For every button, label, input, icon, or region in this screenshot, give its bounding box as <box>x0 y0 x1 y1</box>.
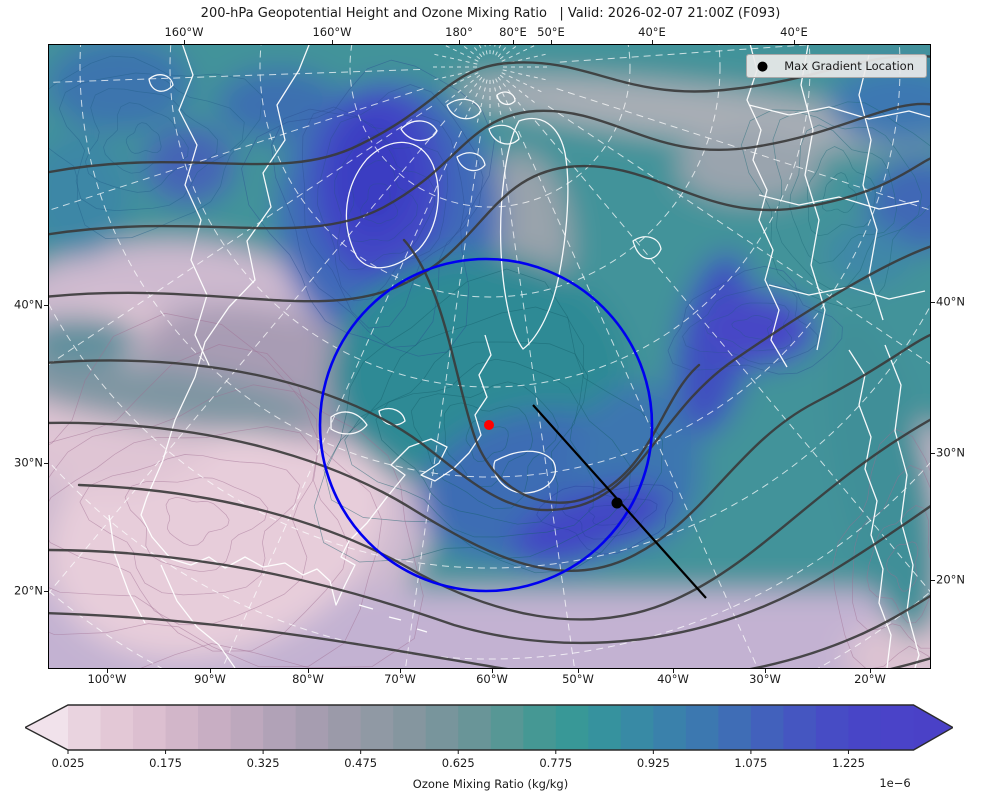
coastlines <box>108 45 930 668</box>
right-axis-tick <box>931 453 935 454</box>
top-axis-tick <box>513 40 514 44</box>
bottom-axis-tick-label: 50°W <box>562 672 594 686</box>
top-axis-tick <box>794 40 795 44</box>
max-gradient-marker-icon: ● <box>756 58 769 74</box>
bottom-axis-tick-label: 90°W <box>194 672 226 686</box>
bottom-axis-tick-label: 80°W <box>292 672 324 686</box>
top-axis-tick-label: 40°E <box>780 25 808 39</box>
left-axis-tick-label: 40°N <box>14 297 43 312</box>
bottom-axis-tick-label: 100°W <box>87 672 127 686</box>
top-axis-tick-label: 160°W <box>164 25 204 39</box>
colorbar-segment <box>295 705 329 750</box>
legend-label: Max Gradient Location <box>784 59 914 73</box>
colorbar-segment <box>68 705 102 750</box>
colorbar-segment <box>458 705 492 750</box>
colorbar-segment <box>100 705 134 750</box>
colorbar-segment <box>360 705 394 750</box>
colorbar-tick-label: 0.025 <box>51 756 85 770</box>
reference-point <box>484 420 494 430</box>
top-axis-tick <box>652 40 653 44</box>
left-axis-tick-label: 30°N <box>14 455 43 470</box>
map-plot-area: ● Max Gradient Location <box>48 44 931 669</box>
top-axis-tick <box>459 40 460 44</box>
bottom-axis-tick <box>492 669 493 673</box>
colorbar-segment <box>620 705 654 750</box>
colorbar-tick-label: 0.625 <box>441 756 475 770</box>
colorbar-segment <box>815 705 850 750</box>
colorbar-tick-label: 0.175 <box>149 756 183 770</box>
weather-map <box>49 45 930 668</box>
bottom-axis-tick-label: 30°W <box>749 672 781 686</box>
left-axis-tick-label: 20°N <box>14 583 43 598</box>
bottom-axis-tick <box>210 669 211 673</box>
bottom-axis-tick <box>308 669 309 673</box>
max-gradient-point <box>611 497 623 509</box>
colorbar-tick-label: 1.075 <box>734 756 768 770</box>
top-axis-tick-label: 160°W <box>312 25 352 39</box>
geopotential-height-contours <box>49 54 930 668</box>
bottom-axis-tick <box>400 669 401 673</box>
left-axis-tick <box>44 463 48 464</box>
colorbar-segment <box>490 705 524 750</box>
top-axis-tick <box>332 40 333 44</box>
analysis-circle <box>318 257 654 593</box>
bottom-axis-tick <box>765 669 766 673</box>
colorbar-segment <box>685 705 719 750</box>
colorbar-segment <box>198 705 232 750</box>
colorbar-segment <box>133 705 167 750</box>
colorbar-segment <box>588 705 622 750</box>
colorbar-segment <box>263 705 297 750</box>
right-axis-tick <box>931 580 935 581</box>
colorbar-segment <box>328 705 362 750</box>
colorbar-segment <box>393 705 427 750</box>
colorbar-segment <box>783 705 817 750</box>
ozone-filled-contours <box>49 45 930 668</box>
right-axis-tick-label: 30°N <box>936 445 965 460</box>
legend: ● Max Gradient Location <box>745 54 927 78</box>
right-axis-tick-label: 40°N <box>936 294 965 309</box>
ozone-contour-lines <box>49 55 930 668</box>
left-axis-tick <box>44 591 48 592</box>
bottom-axis-tick-label: 40°W <box>657 672 689 686</box>
colorbar-segment <box>653 705 687 750</box>
bottom-axis-tick-label: 20°W <box>854 672 886 686</box>
top-axis-tick-label: 40°E <box>638 25 666 39</box>
colorbar-segment <box>230 705 264 750</box>
colorbar-tick-label: 0.475 <box>344 756 378 770</box>
colorbar-label: Ozone Mixing Ratio (kg/kg) <box>412 777 569 791</box>
colorbar-tick-label: 1.225 <box>831 756 865 770</box>
colorbar-tick-label: 0.775 <box>539 756 573 770</box>
right-axis-tick <box>931 302 935 303</box>
left-axis-tick <box>44 305 48 306</box>
colorbar-segment <box>165 705 199 750</box>
colorbar <box>25 704 953 754</box>
colorbar-segment <box>425 705 459 750</box>
colorbar-segment <box>848 705 882 750</box>
top-axis-tick <box>184 40 185 44</box>
bottom-axis-tick-label: 60°W <box>476 672 508 686</box>
colorbar-segment <box>750 705 785 750</box>
top-axis-tick <box>551 40 552 44</box>
bottom-axis-tick <box>107 669 108 673</box>
colorbar-segment <box>718 705 752 750</box>
top-axis-tick-label: 50°E <box>537 25 565 39</box>
right-axis-tick-label: 20°N <box>936 572 965 587</box>
top-axis-tick-label: 180° <box>445 25 473 39</box>
colorbar-exponent: 1e−6 <box>879 776 911 790</box>
colorbar-segment <box>555 705 589 750</box>
colorbar-segment <box>880 705 915 750</box>
bottom-axis-tick-label: 70°W <box>384 672 416 686</box>
top-axis-tick-label: 80°E <box>499 25 527 39</box>
bottom-axis-tick <box>870 669 871 673</box>
bottom-axis-tick <box>578 669 579 673</box>
colorbar-segment <box>523 705 557 750</box>
colorbar-under-arrow <box>25 705 68 750</box>
colorbar-tick-label: 0.925 <box>636 756 670 770</box>
bottom-axis-tick <box>673 669 674 673</box>
colorbar-tick-label: 0.325 <box>246 756 280 770</box>
colorbar-over-arrow <box>913 705 953 750</box>
page-title: 200-hPa Geopotential Height and Ozone Mi… <box>200 6 781 21</box>
